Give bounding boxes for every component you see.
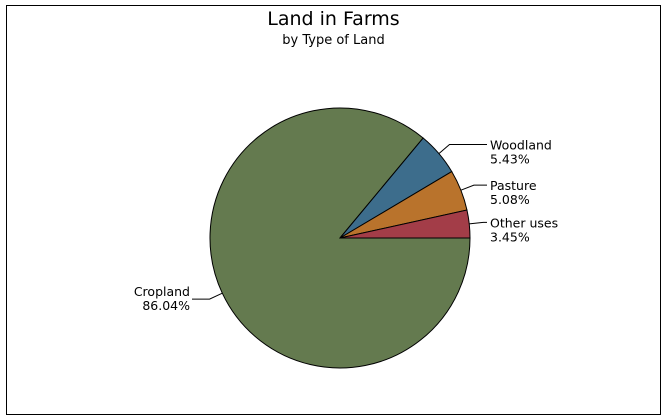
slice-value-pasture: 5.08%	[490, 192, 530, 207]
slice-label-pasture: Pasture	[490, 178, 537, 193]
slice-label-other-uses: Other uses	[490, 215, 558, 230]
leader-line-cropland	[192, 292, 223, 300]
leader-line-woodland	[438, 144, 487, 154]
leader-line-other-uses	[469, 221, 487, 225]
slice-value-other-uses: 3.45%	[490, 229, 530, 244]
slice-label-cropland: Cropland	[134, 284, 190, 299]
leader-line-pasture	[460, 184, 487, 191]
slice-label-woodland: Woodland	[490, 138, 552, 153]
chart-subtitle: by Type of Land	[282, 33, 385, 48]
slice-value-cropland: 86.04%	[142, 298, 190, 313]
slice-value-woodland: 5.43%	[490, 152, 530, 167]
chart-title: Land in Farms	[267, 8, 400, 30]
